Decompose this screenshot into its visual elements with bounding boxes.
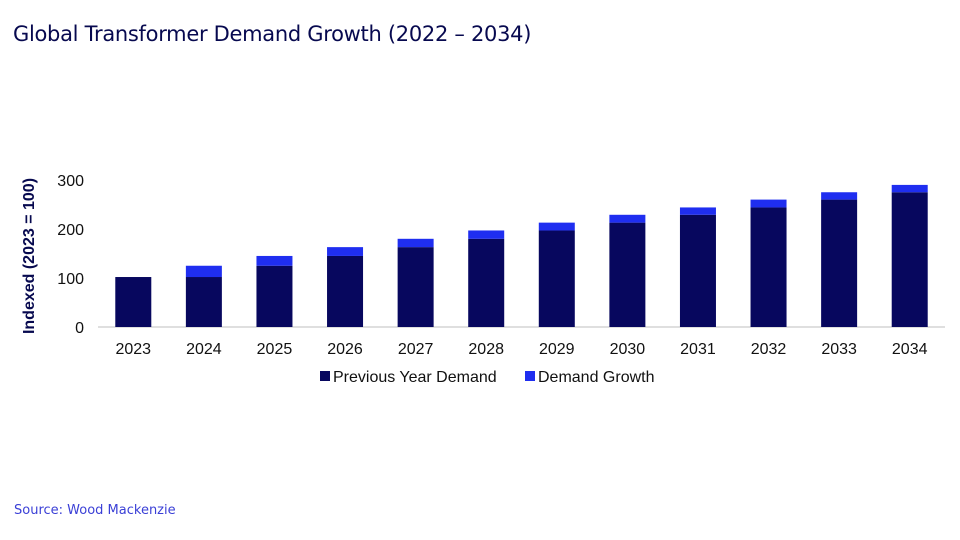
bar-demand-growth-2026 (327, 247, 364, 256)
bar-demand-growth-2034 (891, 184, 928, 193)
y-tick-label: 100 (57, 271, 84, 288)
legend-label-demand-growth: Demand Growth (538, 369, 655, 386)
legend: Previous Year Demand Demand Growth (320, 369, 655, 386)
bar-previous-year-demand-2024 (185, 277, 222, 327)
bar-previous-year-demand-2033 (821, 199, 858, 327)
bar-previous-year-demand-2026 (327, 255, 364, 327)
bar-previous-year-demand-2031 (679, 214, 716, 327)
x-tick-label: 2027 (398, 341, 434, 358)
bar-previous-year-demand-2029 (538, 230, 575, 327)
chart-title: Global Transformer Demand Growth (2022 –… (13, 22, 532, 46)
x-tick-label: 2028 (468, 341, 504, 358)
x-tick-labels: 2023 2024 2025 2026 2027 2028 2029 2030 2031 2032… (115, 341, 927, 358)
x-tick-label: 2032 (751, 341, 787, 358)
legend-swatch-previous-year-demand (320, 371, 330, 381)
y-axis-label: Indexed (2023 = 100) (21, 178, 38, 334)
bar-previous-year-demand-2028 (468, 238, 505, 327)
bar-previous-year-demand-2023 (115, 277, 152, 327)
source-note: Source: Wood Mackenzie (14, 503, 176, 518)
bar-demand-growth-2027 (397, 238, 434, 248)
x-tick-label: 2023 (115, 341, 151, 358)
bar-demand-growth-2030 (609, 214, 646, 223)
y-tick-labels: 0 100 200 300 (57, 173, 84, 337)
x-tick-label: 2025 (257, 341, 293, 358)
bar-previous-year-demand-2034 (891, 192, 928, 327)
bar-previous-year-demand-2030 (609, 222, 646, 327)
x-tick-label: 2033 (821, 341, 857, 358)
x-tick-label: 2034 (892, 341, 928, 358)
bars (115, 184, 928, 327)
bar-demand-growth-2031 (679, 207, 716, 215)
y-tick-label: 200 (57, 222, 84, 239)
bar-previous-year-demand-2032 (750, 207, 787, 327)
bar-demand-growth-2024 (185, 265, 222, 278)
legend-label-previous-year-demand: Previous Year Demand (333, 369, 497, 386)
x-tick-label: 2030 (610, 341, 646, 358)
x-tick-label: 2029 (539, 341, 575, 358)
y-tick-label: 300 (57, 173, 84, 190)
bar-demand-growth-2029 (538, 222, 575, 231)
bar-demand-growth-2025 (256, 255, 293, 266)
legend-swatch-demand-growth (525, 371, 535, 381)
x-tick-label: 2026 (327, 341, 363, 358)
bar-demand-growth-2033 (821, 192, 858, 200)
bar-demand-growth-2028 (468, 230, 505, 239)
bar-demand-growth-2032 (750, 199, 787, 208)
x-tick-label: 2031 (680, 341, 716, 358)
bar-previous-year-demand-2027 (397, 247, 434, 327)
x-tick-label: 2024 (186, 341, 222, 358)
bar-previous-year-demand-2025 (256, 265, 293, 327)
y-tick-label: 0 (75, 320, 84, 337)
